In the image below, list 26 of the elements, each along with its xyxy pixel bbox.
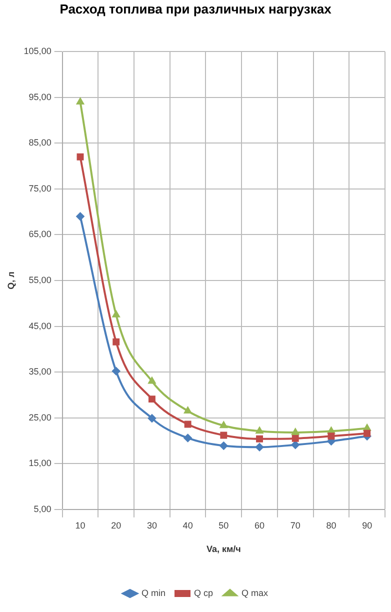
x-tick-label: 30 [146, 520, 157, 530]
x-tick-label: 40 [182, 520, 193, 530]
legend-label: Q max [242, 588, 269, 598]
y-tick-label: 105,00 [24, 46, 52, 56]
y-tick-label: 25,00 [28, 412, 52, 422]
x-tick-label: 10 [75, 520, 86, 530]
x-tick-label: 80 [326, 520, 336, 530]
y-tick-label: 45,00 [28, 320, 52, 331]
legend-label: Q ср [194, 588, 214, 598]
x-axis-title: Va, км/ч [206, 544, 241, 554]
y-tick-label: 65,00 [28, 229, 52, 240]
y-tick-label: 15,00 [28, 458, 52, 468]
x-tick-label: 90 [362, 520, 372, 530]
y-tick-label: 55,00 [28, 274, 52, 285]
x-tick-label: 70 [290, 520, 300, 530]
x-tick-label: 60 [254, 520, 265, 530]
y-tick-label: 35,00 [28, 366, 52, 377]
y-tick-label: 75,00 [28, 183, 52, 194]
y-axis-title: Q, л [6, 271, 16, 290]
y-tick-label: 85,00 [28, 138, 52, 148]
x-tick-label: 20 [111, 520, 122, 530]
x-tick-label: 50 [218, 520, 229, 530]
legend-label: Q min [141, 588, 166, 598]
y-tick-label: 5,00 [34, 504, 52, 514]
y-tick-label: 95,00 [28, 92, 52, 102]
chart-title: Расход топлива при различных нагрузках [60, 1, 332, 16]
